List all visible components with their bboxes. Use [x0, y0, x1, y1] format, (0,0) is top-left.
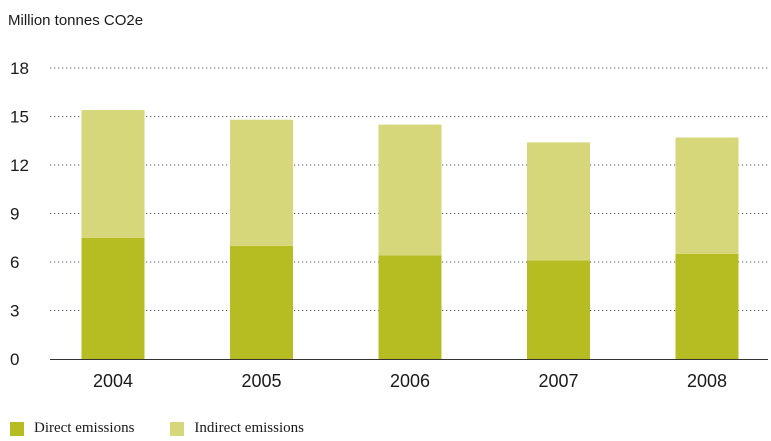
- legend-item-direct-emissions: Direct emissions: [10, 420, 134, 437]
- bar-indirect-2008: [675, 137, 739, 254]
- bar-indirect-2005: [230, 119, 293, 246]
- bar-indirect-2006: [378, 124, 442, 256]
- y-tick-label-0: 0: [10, 350, 19, 369]
- y-tick-label-3: 3: [10, 302, 19, 321]
- bar-direct-2006: [378, 255, 442, 359]
- bar-indirect-2007: [527, 142, 590, 261]
- legend-label-indirect: Indirect emissions: [194, 420, 304, 436]
- bar-direct-2008: [675, 253, 739, 359]
- y-tick-label-18: 18: [10, 59, 29, 78]
- legend-swatch-indirect: [170, 421, 185, 436]
- y-axis-unit-label: Million tonnes CO2e: [8, 12, 144, 29]
- y-tick-label-6: 6: [10, 253, 19, 272]
- y-tick-label-15: 15: [10, 108, 29, 127]
- x-tick-label-2006: 2006: [390, 371, 430, 391]
- bar-direct-2004: [81, 237, 145, 359]
- legend-item-indirect-emissions: Indirect emissions: [170, 420, 304, 437]
- x-tick-label-2004: 2004: [93, 371, 133, 391]
- bar-direct-2005: [230, 245, 293, 359]
- y-tick-label-12: 12: [10, 156, 29, 175]
- y-tick-label-9: 9: [10, 205, 19, 224]
- x-tick-label-2007: 2007: [538, 371, 578, 391]
- chart-legend: Direct emissions Indirect emissions: [10, 420, 340, 437]
- x-tick-label-2008: 2008: [687, 371, 727, 391]
- legend-swatch-direct: [10, 421, 24, 436]
- bar-indirect-2004: [81, 110, 145, 238]
- legend-label-direct: Direct emissions: [34, 420, 135, 436]
- bar-direct-2007: [527, 260, 590, 359]
- x-tick-label-2005: 2005: [241, 371, 281, 391]
